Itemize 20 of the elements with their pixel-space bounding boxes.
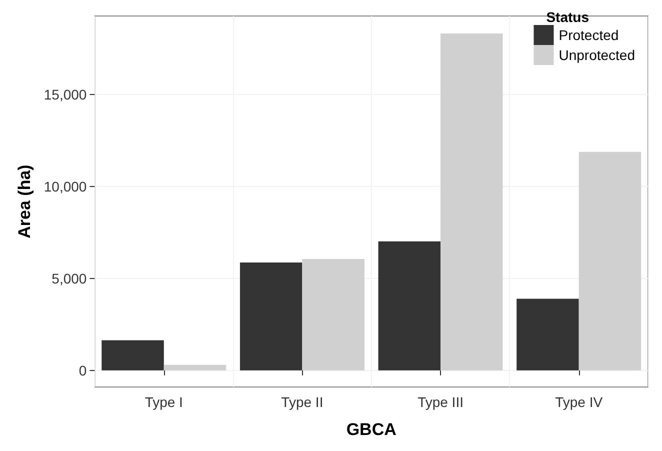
bar	[164, 364, 226, 370]
x-tick-label: Type IV	[555, 394, 604, 410]
x-axis-title: GBCA	[346, 420, 396, 439]
legend-title: Status	[546, 9, 590, 25]
y-tick-label: 10,000	[44, 178, 87, 194]
bar	[440, 33, 503, 370]
y-tick-label: 15,000	[44, 86, 87, 102]
bar	[240, 262, 302, 370]
y-axis-title: Area (ha)	[15, 164, 34, 238]
x-tick-label: Type II	[281, 394, 324, 410]
bar	[302, 259, 364, 370]
bar	[516, 298, 579, 370]
bar	[578, 152, 642, 370]
bar	[102, 340, 164, 370]
legend-label: Unprotected	[558, 47, 636, 63]
x-tick-label: Type I	[144, 394, 183, 410]
x-tick-label: Type III	[418, 394, 464, 410]
y-tick-label: 0	[78, 362, 87, 378]
legend-label: Protected	[558, 27, 619, 43]
y-tick-label: 5,000	[52, 270, 87, 286]
